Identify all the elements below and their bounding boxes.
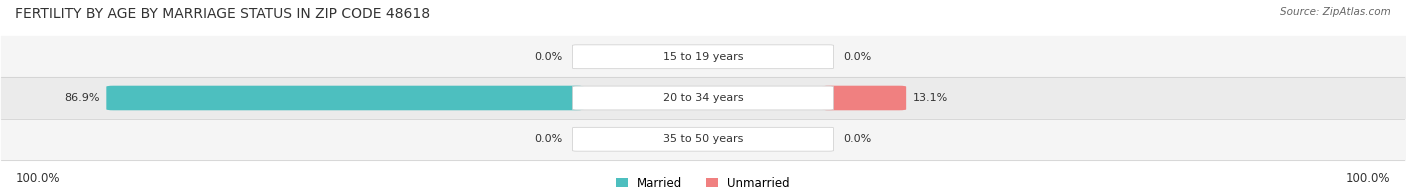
Bar bbox=[1, 36, 1405, 77]
Bar bbox=[1, 77, 1405, 119]
FancyBboxPatch shape bbox=[823, 86, 905, 110]
Text: 35 to 50 years: 35 to 50 years bbox=[662, 134, 744, 144]
Text: Source: ZipAtlas.com: Source: ZipAtlas.com bbox=[1279, 7, 1391, 17]
Text: 0.0%: 0.0% bbox=[844, 134, 872, 144]
FancyBboxPatch shape bbox=[572, 86, 834, 110]
Text: 0.0%: 0.0% bbox=[534, 52, 562, 62]
Text: 0.0%: 0.0% bbox=[844, 52, 872, 62]
Text: 20 to 34 years: 20 to 34 years bbox=[662, 93, 744, 103]
Text: 13.1%: 13.1% bbox=[912, 93, 949, 103]
Bar bbox=[1, 119, 1405, 160]
Text: 0.0%: 0.0% bbox=[534, 134, 562, 144]
FancyBboxPatch shape bbox=[572, 45, 834, 69]
Legend: Married, Unmarried: Married, Unmarried bbox=[612, 172, 794, 195]
Text: 15 to 19 years: 15 to 19 years bbox=[662, 52, 744, 62]
FancyBboxPatch shape bbox=[107, 86, 583, 110]
FancyBboxPatch shape bbox=[572, 127, 834, 151]
Text: 100.0%: 100.0% bbox=[1346, 172, 1391, 185]
Text: 86.9%: 86.9% bbox=[63, 93, 100, 103]
Text: 100.0%: 100.0% bbox=[15, 172, 60, 185]
Text: FERTILITY BY AGE BY MARRIAGE STATUS IN ZIP CODE 48618: FERTILITY BY AGE BY MARRIAGE STATUS IN Z… bbox=[15, 7, 430, 21]
